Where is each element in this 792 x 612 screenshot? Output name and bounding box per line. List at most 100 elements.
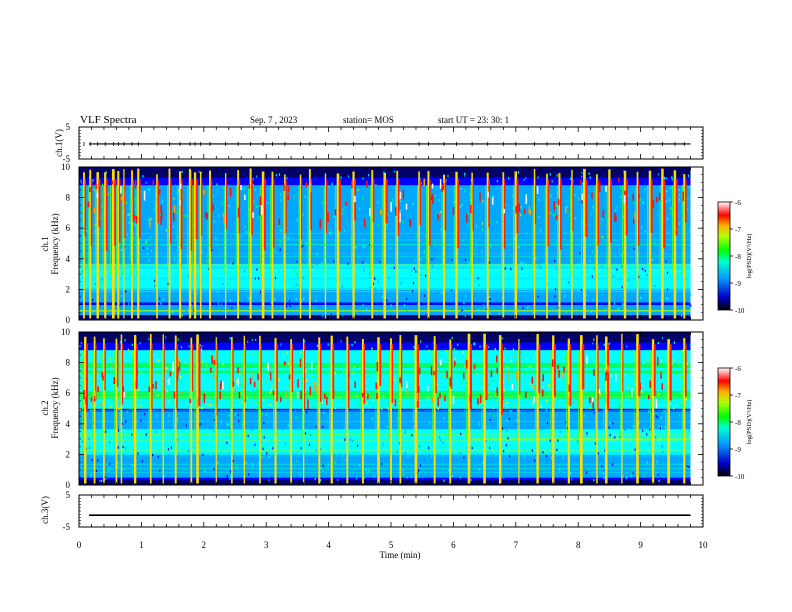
speckle (500, 307, 502, 310)
psd-cluster (307, 399, 309, 409)
speckle (678, 472, 680, 476)
speckle (399, 209, 401, 212)
colorbar-tick-label: -8 (735, 419, 741, 427)
speckle (503, 450, 505, 453)
speckle (356, 444, 359, 447)
speckle (131, 343, 133, 346)
psd-cluster (649, 380, 651, 389)
speckle (146, 252, 149, 256)
psd-cluster (503, 208, 506, 214)
speckle (299, 201, 301, 204)
psd-cluster (507, 371, 509, 381)
speckle (365, 262, 367, 265)
speckle (404, 431, 406, 434)
speckle (403, 351, 405, 354)
speckle (586, 434, 588, 437)
speckle (633, 202, 636, 205)
speckle (238, 302, 240, 305)
speckle (656, 283, 658, 287)
speckle (386, 425, 388, 428)
speckle (580, 261, 582, 264)
speckle (296, 273, 298, 276)
speckle (107, 388, 109, 392)
speckle (671, 178, 673, 181)
speckle (381, 408, 383, 411)
psd-cluster (515, 370, 518, 380)
speckle (224, 409, 227, 413)
speckle (201, 407, 203, 410)
speckle (648, 410, 650, 414)
speckle (323, 411, 325, 415)
speckle (287, 237, 289, 240)
psd-cluster (633, 218, 635, 224)
speckle (477, 353, 479, 356)
speckle (205, 355, 207, 358)
speckle (276, 437, 278, 440)
psd-cluster (90, 397, 93, 402)
speckle (246, 396, 249, 399)
speckle (488, 391, 490, 394)
speckle (369, 286, 371, 289)
spectrogram-band (79, 472, 691, 476)
speckle (474, 342, 476, 346)
speckle (197, 170, 199, 173)
psd-cluster (334, 209, 337, 216)
speckle (589, 176, 591, 179)
speckle (128, 452, 130, 455)
speckle (518, 246, 520, 249)
speckle (128, 302, 130, 305)
speckle (274, 298, 276, 301)
psd-cluster (581, 199, 583, 204)
colorbar-gradient (717, 367, 731, 477)
speckle (419, 464, 422, 467)
speckle (622, 216, 625, 219)
psd-cluster (219, 391, 221, 400)
speckle (235, 413, 237, 416)
speckle (588, 223, 591, 226)
speckle (156, 414, 158, 418)
speckle (434, 300, 436, 303)
speckle (599, 393, 601, 396)
speckle (445, 349, 448, 352)
psd-cluster (168, 378, 170, 385)
speckle (129, 407, 131, 410)
speckle (470, 335, 472, 338)
spectrogram-band (79, 441, 691, 445)
speckle (104, 476, 107, 479)
speckle (180, 381, 183, 385)
speckle (554, 414, 556, 417)
speckle (627, 394, 629, 398)
ch2-spec-ylabel: ch.2 (40, 400, 50, 415)
speckle (270, 302, 272, 305)
speckle (541, 428, 543, 431)
speckle (119, 406, 121, 409)
colorbar-gradient (717, 201, 731, 311)
speckle (145, 302, 147, 305)
speckle (87, 380, 89, 383)
ch1-wave-ylabel: ch.1(V) (54, 129, 64, 157)
speckle (177, 340, 179, 344)
psd-cluster (212, 374, 215, 379)
speckle (574, 217, 576, 220)
speckle (371, 347, 373, 350)
speckle (525, 231, 527, 234)
speckle (492, 406, 495, 410)
psd-cluster (114, 183, 116, 189)
speckle (148, 188, 150, 191)
psd-cluster (288, 374, 291, 380)
speckle (229, 475, 232, 478)
speckle (634, 383, 637, 386)
speckle (321, 471, 324, 474)
speckle (93, 423, 95, 426)
speckle (240, 388, 242, 392)
psd-cluster (369, 208, 371, 217)
psd-cluster (624, 190, 626, 196)
speckle (139, 342, 141, 345)
speckle (525, 263, 527, 266)
speckle (408, 288, 410, 291)
psd-cluster (234, 387, 236, 393)
spectrogram-band (79, 354, 691, 358)
psd-cluster (261, 205, 263, 215)
speckle (594, 442, 596, 445)
speckle (576, 440, 579, 443)
